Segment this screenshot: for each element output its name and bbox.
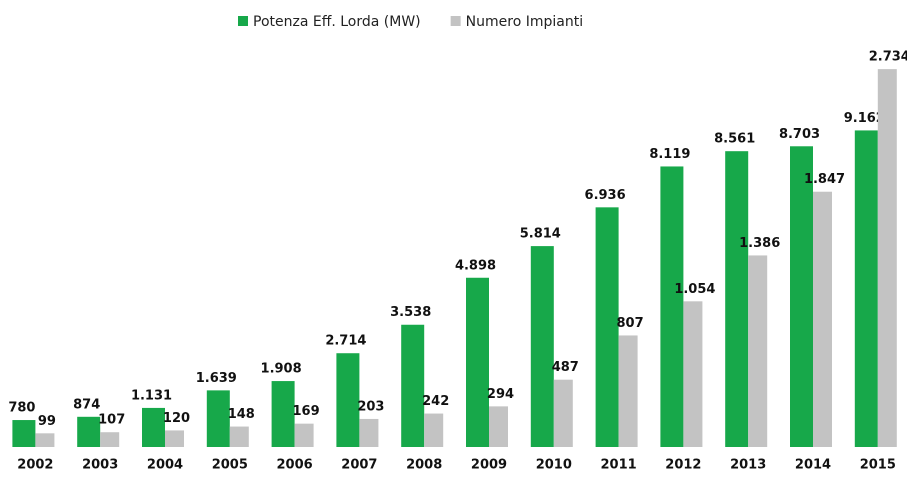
data-label: 294 xyxy=(487,387,514,402)
data-label: 107 xyxy=(98,413,125,428)
legend-label: Potenza Eff. Lorda (MW) xyxy=(253,14,421,30)
bar xyxy=(165,430,184,447)
x-tick-label: 2005 xyxy=(212,458,248,473)
bar xyxy=(877,69,897,448)
x-tick-label: 2012 xyxy=(665,458,701,473)
bar xyxy=(683,301,703,447)
bar xyxy=(271,381,295,447)
legend-label: Numero Impianti xyxy=(466,14,583,30)
data-label: 3.538 xyxy=(390,305,431,320)
x-tick-label: 2010 xyxy=(536,458,572,473)
data-label: 8.561 xyxy=(714,132,755,147)
bar xyxy=(77,416,101,447)
bar xyxy=(336,353,360,447)
bar xyxy=(229,426,249,447)
bar xyxy=(424,413,444,447)
data-label: 874 xyxy=(73,397,100,412)
data-label: 8.119 xyxy=(649,147,690,162)
data-label: 780 xyxy=(8,401,35,416)
data-label: 1.131 xyxy=(131,388,172,403)
bar xyxy=(466,277,489,447)
bar xyxy=(854,130,878,448)
bar xyxy=(813,191,832,447)
data-label: 2.734 xyxy=(869,50,907,65)
x-tick-label: 2011 xyxy=(601,458,637,473)
x-tick-label: 2007 xyxy=(341,458,377,473)
bar xyxy=(100,432,120,447)
x-tick-label: 2002 xyxy=(17,458,53,473)
data-label: 1.847 xyxy=(804,172,845,187)
data-label: 6.936 xyxy=(585,188,626,203)
bar xyxy=(748,255,768,447)
data-label: 807 xyxy=(617,316,644,331)
bar xyxy=(530,246,554,447)
bar xyxy=(489,406,508,447)
x-tick-label: 2004 xyxy=(147,458,183,473)
data-label: 242 xyxy=(422,394,449,409)
data-label: 2.714 xyxy=(325,334,366,349)
bar xyxy=(660,166,684,448)
bar xyxy=(294,423,314,447)
bar xyxy=(595,207,619,447)
data-label: 1.639 xyxy=(196,371,237,386)
x-tick-label: 2013 xyxy=(730,458,766,473)
legend-swatch xyxy=(450,16,461,26)
bar xyxy=(790,146,813,447)
data-label: 169 xyxy=(293,404,320,419)
x-tick-label: 2006 xyxy=(277,458,313,473)
data-label: 203 xyxy=(357,399,384,414)
data-label: 5.814 xyxy=(520,227,561,242)
bar xyxy=(401,324,425,447)
data-label: 4.898 xyxy=(455,258,496,273)
bar xyxy=(725,151,749,447)
bar xyxy=(35,433,55,447)
data-label: 487 xyxy=(552,360,579,375)
legend-swatch xyxy=(238,16,248,26)
x-tick-label: 2014 xyxy=(795,458,831,473)
data-label: 99 xyxy=(38,414,56,429)
data-label: 1.386 xyxy=(739,236,780,251)
bar xyxy=(142,407,165,447)
bar xyxy=(12,420,36,447)
data-label: 1.908 xyxy=(261,362,302,377)
data-label: 120 xyxy=(163,411,190,426)
bar xyxy=(206,390,230,447)
x-tick-label: 2008 xyxy=(406,458,442,473)
x-tick-label: 2003 xyxy=(82,458,118,473)
data-label: 1.054 xyxy=(674,282,715,297)
data-label: 148 xyxy=(228,407,255,422)
data-label: 9.162 xyxy=(844,111,885,126)
bar xyxy=(553,379,573,447)
data-label: 8.703 xyxy=(779,127,820,142)
x-tick-label: 2009 xyxy=(471,458,507,473)
x-tick-label: 2015 xyxy=(860,458,896,473)
bar xyxy=(359,418,379,447)
bar xyxy=(618,335,638,447)
